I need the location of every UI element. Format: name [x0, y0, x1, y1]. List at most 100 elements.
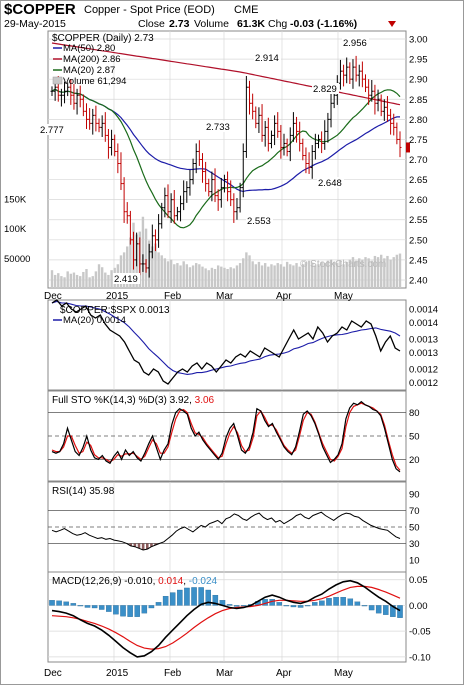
volume-bar [263, 263, 267, 288]
legend-ma200: MA(200) 2.86 [63, 54, 121, 65]
macd-histogram-bar [375, 605, 382, 614]
macd-histogram-bar [276, 602, 283, 606]
price-x-label: 2015 [106, 291, 129, 302]
macd-histogram-bar [312, 602, 318, 606]
price-tick-label: 2.50 [409, 235, 428, 246]
volume-bar [242, 258, 245, 288]
ratio-tick-label: 0.0012 [409, 365, 438, 376]
macd-histogram-bar [319, 600, 325, 606]
volume-bar [267, 266, 270, 288]
macd-histogram-bar [148, 605, 155, 609]
volume-bar [386, 255, 389, 288]
volume-bar [223, 267, 226, 288]
volume-bar [119, 255, 123, 288]
chart-date: 29-May-2015 [4, 18, 66, 30]
macd-tick-label: 0.00 [409, 601, 428, 612]
axis-labels: 3.00 2.95 2.90 2.85 2.80 2.75 2.70 2.65 2.60 2.55… [4, 35, 438, 679]
symbol-title: $COPPER [4, 1, 76, 18]
volume-bar [154, 243, 157, 288]
volume-bar [392, 257, 395, 288]
macd-x-label: Dec [44, 668, 62, 679]
price-annotation: 2.829 [313, 84, 337, 95]
ma20-line [51, 88, 401, 229]
volume-bar [97, 264, 101, 288]
macd-x-label: May [334, 668, 353, 679]
macd-histogram-bar [84, 605, 91, 608]
macd-histogram-bar [98, 605, 105, 610]
volume-bar [379, 254, 383, 288]
macd-histogram-bar [205, 589, 211, 606]
volume-bar [141, 216, 145, 288]
volume-bar [75, 274, 79, 288]
volume-bar [50, 270, 54, 288]
price-x-label: Dec [44, 291, 62, 302]
macd-histogram-bar [162, 596, 169, 606]
legend-ma50: MA(50) 2.80 [63, 43, 115, 54]
volume-bar [60, 276, 63, 288]
legend-ma20: MA(20) 2.87 [63, 65, 115, 76]
price-x-label: Apr [276, 291, 292, 302]
volume-bar [238, 263, 242, 288]
macd-histogram-bar [134, 605, 140, 617]
watermark: © StockCharts.com [300, 259, 386, 270]
annotation-bg [113, 273, 140, 284]
volume-bar [191, 265, 195, 288]
macd-histogram-bar [70, 603, 77, 606]
volume-bar [188, 267, 192, 288]
volume-bar [72, 272, 76, 288]
price-tick-label: 2.95 [409, 55, 428, 66]
macd-histogram-bar [354, 601, 361, 606]
macd-histogram-bar [361, 605, 368, 607]
ratio-tick-label: 0.0013 [409, 348, 438, 359]
volume-bar [314, 265, 317, 288]
macd-histogram-bar [184, 587, 190, 606]
instrument-name: Copper - Spot Price (EOD) [84, 4, 215, 16]
macd-histogram-bar [106, 605, 112, 612]
volume-bar [213, 269, 217, 288]
volume-bar [220, 266, 223, 288]
volume-bar [345, 261, 348, 288]
volume-bar [232, 268, 236, 288]
volume-bar [282, 266, 286, 288]
volume-bar [163, 258, 167, 288]
volume-bar [320, 261, 323, 288]
legend-volume: Volume 61,294 [63, 76, 126, 87]
volume-bar [129, 237, 132, 288]
ratio-panel-title: $COPPER:$SPX 0.0013 [60, 305, 170, 316]
volume-bar [53, 274, 57, 288]
price-tick-label: 2.55 [409, 215, 428, 226]
close-value: 2.73 [169, 18, 190, 30]
price-tick-label: 3.00 [409, 35, 428, 46]
price-x-label: Feb [164, 291, 182, 302]
macd-histogram-bar [49, 600, 55, 606]
volume-bar [395, 254, 399, 288]
volume-bar [126, 246, 129, 288]
volume-bar [216, 265, 220, 288]
volume-bar [358, 258, 361, 288]
macd-histogram-bar [212, 594, 219, 606]
volume-bar [229, 267, 232, 288]
volume-bar [179, 265, 182, 288]
volume-bar [351, 257, 355, 288]
macd-histogram-bar [333, 597, 339, 606]
chg-label: Chg [268, 18, 287, 30]
close-label: Close [138, 18, 165, 30]
annotation-bg [312, 83, 339, 94]
price-tick-label: 2.75 [409, 135, 428, 146]
volume-bar [373, 255, 377, 288]
volume-bar [329, 259, 333, 288]
volume-bar [169, 259, 173, 288]
volume-tick-label: 100K [4, 224, 27, 235]
chg-value: -0.03 (-1.16%) [290, 18, 357, 30]
volume-bar [364, 257, 367, 288]
annotation-bg [254, 52, 281, 63]
ratio-panel [47, 299, 407, 391]
macd-histogram-bar [155, 602, 162, 606]
macd-tick-label: -0.10 [409, 652, 431, 663]
volume-bar [57, 273, 60, 288]
macd-histogram-bar [340, 597, 346, 606]
volume-bar [160, 255, 163, 288]
macd-histogram-bar [77, 605, 84, 607]
macd-histogram-bar [63, 601, 69, 606]
volume-bar [342, 264, 345, 288]
